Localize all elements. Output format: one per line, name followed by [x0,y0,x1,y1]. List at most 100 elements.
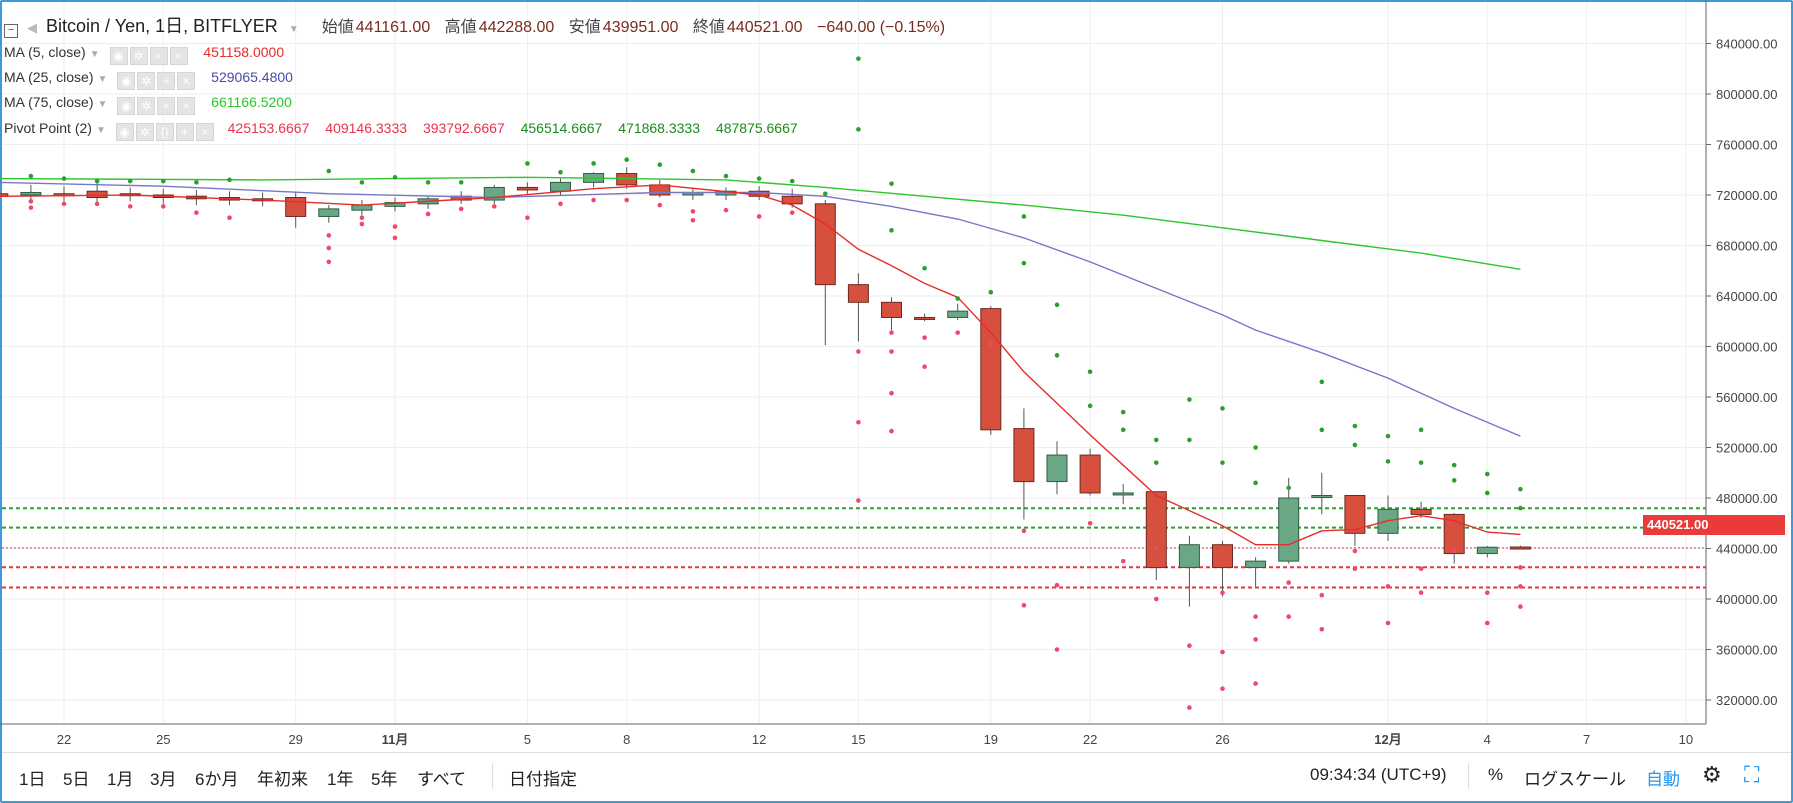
pivot-dot-resistance [359,180,365,185]
close-icon[interactable]: × [177,97,196,115]
ma5-line [0,184,1521,546]
collapse-icon[interactable]: − [4,24,18,38]
candle [285,192,307,228]
flag-icon: ◀ [27,20,38,35]
gear-icon[interactable]: ⚙ [1702,762,1722,787]
range-3m-button[interactable]: 3月 [150,770,177,789]
percent-toggle[interactable]: % [1488,765,1504,784]
chevron-down-icon[interactable]: ▼ [97,99,108,110]
fullscreen-icon[interactable]: ⛶ [1744,762,1760,787]
eye-icon[interactable]: ◉ [115,123,134,141]
gear-icon[interactable]: ✲ [137,97,156,115]
time-tick-label: 4 [1484,732,1491,747]
candle [1377,495,1399,541]
chevron-down-icon[interactable]: ▼ [288,24,299,35]
pivot-dot-resistance [127,178,133,184]
indicator-ma25[interactable]: MA (25, close) ▼ ◉ ✲ + × 529065.4800 [4,69,305,90]
pivot-dot-support [28,199,34,204]
log-scale-toggle[interactable]: ログスケール [1524,770,1626,789]
candle-body [86,190,108,199]
eye-icon[interactable]: ◉ [109,47,128,65]
chevron-down-icon[interactable]: ▼ [97,74,108,85]
clock-display[interactable]: 09:34:34 (UTC+9) [1310,765,1447,784]
plus-icon[interactable]: + [149,47,168,65]
time-tick-label: 5 [524,732,531,747]
plus-icon[interactable]: + [157,97,176,115]
pivot-dot-support [1120,558,1126,564]
candle-body [0,193,9,197]
candle-body [1476,546,1498,555]
symbol-header: − ◀ Bitcoin / Yen, 1日, BITFLYER ▼ 始値 4411… [4,12,955,38]
price-chart[interactable]: 840000.00 800000.00 760000.00 720000.00 6800… [0,0,1793,752]
pivot-dot-support [591,197,596,203]
range-1d-button[interactable]: 1日 [19,770,46,789]
pivot-dot-resistance [1054,302,1060,308]
ma5-name[interactable]: MA (5, close) [4,44,86,60]
eye-icon[interactable]: ◉ [117,97,136,115]
gear-icon[interactable]: ✲ [137,72,156,90]
pivot-dot-resistance [1154,437,1159,443]
candle-body [1410,508,1432,515]
pivot-dot-support [94,201,100,207]
open-value: 441161.00 [355,19,431,36]
plus-icon[interactable]: + [157,72,176,90]
price-tick-label: 360000.00 [1716,643,1777,658]
pivot-dot-resistance [425,180,431,185]
pivot-dot-resistance [624,157,629,162]
gear-icon[interactable]: ✲ [129,47,148,65]
pivot-dot-resistance [1418,427,1424,433]
chevron-down-icon[interactable]: ▼ [95,125,106,136]
open-label: 始値 [321,19,354,36]
range-1y-button[interactable]: 1年 [327,770,354,789]
pivot-dot-support [1352,566,1358,571]
candle-body [1046,454,1068,483]
low-value: 439951.00 [602,19,679,36]
symbol-title[interactable]: Bitcoin / Yen, 1日, BITFLYER [46,16,278,36]
range-all-button[interactable]: すべて [417,770,467,789]
pivot-s1: 425153.6667 [227,120,310,136]
ma75-name[interactable]: MA (75, close) [4,94,94,110]
plus-icon[interactable]: + [175,123,194,141]
close-icon[interactable]: × [177,72,196,90]
range-1m-button[interactable]: 1月 [107,770,134,789]
gear-icon[interactable]: ✲ [135,123,154,141]
last-price-label: 440521.00 [1643,515,1785,535]
pivot-dot-resistance [856,127,861,132]
chevron-down-icon[interactable]: ▼ [89,49,100,60]
date-select-button[interactable]: 日付指定 [509,770,577,789]
indicator-ma75[interactable]: MA (75, close) ▼ ◉ ✲ + × 661166.5200 [4,94,304,115]
range-6m-button[interactable]: 6か月 [195,770,239,789]
pivot-dot-resistance [889,228,894,233]
eye-icon[interactable]: ◉ [117,72,136,90]
pivot-dot-support [492,204,497,209]
pivot-dot-resistance [1187,397,1192,402]
pivot-dot-resistance [161,178,166,184]
close-icon[interactable]: × [195,123,214,141]
pivot-dot-support [1054,647,1060,652]
pivot-dot-resistance [756,176,762,181]
price-tick-label: 680000.00 [1716,239,1777,254]
candle [1212,540,1233,597]
indicator-ma5[interactable]: MA (5, close) ▼ ◉ ✲ + × 451158.0000 [4,44,296,65]
pivot-dot-resistance [525,161,530,166]
indicator-pivot[interactable]: Pivot Point (2) ▼ ◉ ✲{} + × 425153.6667 4091… [4,120,798,141]
auto-scale-toggle[interactable]: 自動 [1646,770,1680,789]
pivot-dot-resistance [558,169,563,175]
pivot-dot-support [624,197,629,203]
pivot-dot-support [657,202,663,208]
close-icon[interactable]: × [169,47,188,65]
ma25-name[interactable]: MA (25, close) [4,69,94,85]
candle-body [285,197,307,217]
pivot-dot-support [889,390,894,396]
candle [1145,491,1167,581]
pivot-dot-support [723,207,729,213]
range-5y-button[interactable]: 5年 [371,770,398,789]
range-5d-button[interactable]: 5日 [63,770,90,789]
pivot-name[interactable]: Pivot Point (2) [4,120,92,136]
candle-body [1013,428,1035,483]
pivot-dot-resistance [690,168,696,174]
pivot-dot-support [1418,590,1424,595]
range-ytd-button[interactable]: 年初来 [257,770,308,789]
braces-icon[interactable]: {} [155,123,174,141]
